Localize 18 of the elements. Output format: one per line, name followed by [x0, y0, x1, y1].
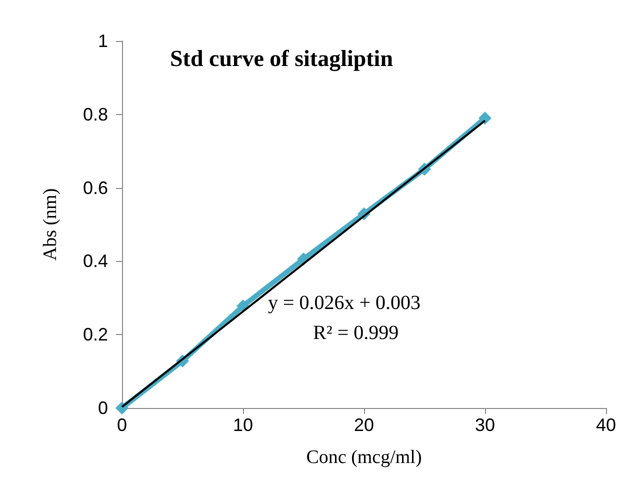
x-axis-title: Conc (mcg/ml) — [306, 447, 422, 468]
point — [478, 112, 492, 125]
x-tick-label: 40 — [596, 415, 616, 435]
x-tick-label: 0 — [116, 415, 128, 435]
y-tick-label: 1 — [98, 31, 108, 51]
x-tick-label: 20 — [354, 415, 374, 435]
x-tick-label: 10 — [232, 415, 254, 435]
y-tick-label: 0.8 — [82, 104, 108, 124]
y-tick-label: 0.2 — [82, 324, 108, 345]
y-tick-label: 0 — [98, 398, 108, 418]
point — [116, 402, 128, 414]
y-tick-label: 0.6 — [82, 178, 108, 198]
annotation: y = 0.026x + 0.003 — [268, 292, 421, 314]
chart-title: Std curve of sitagliptin — [170, 46, 394, 72]
x-tick-label: 30 — [474, 415, 496, 435]
y-axis-title: Abs (nm) — [40, 188, 61, 261]
y-tick-label: 0.4 — [82, 251, 108, 272]
annotation: R² = 0.999 — [313, 322, 399, 344]
